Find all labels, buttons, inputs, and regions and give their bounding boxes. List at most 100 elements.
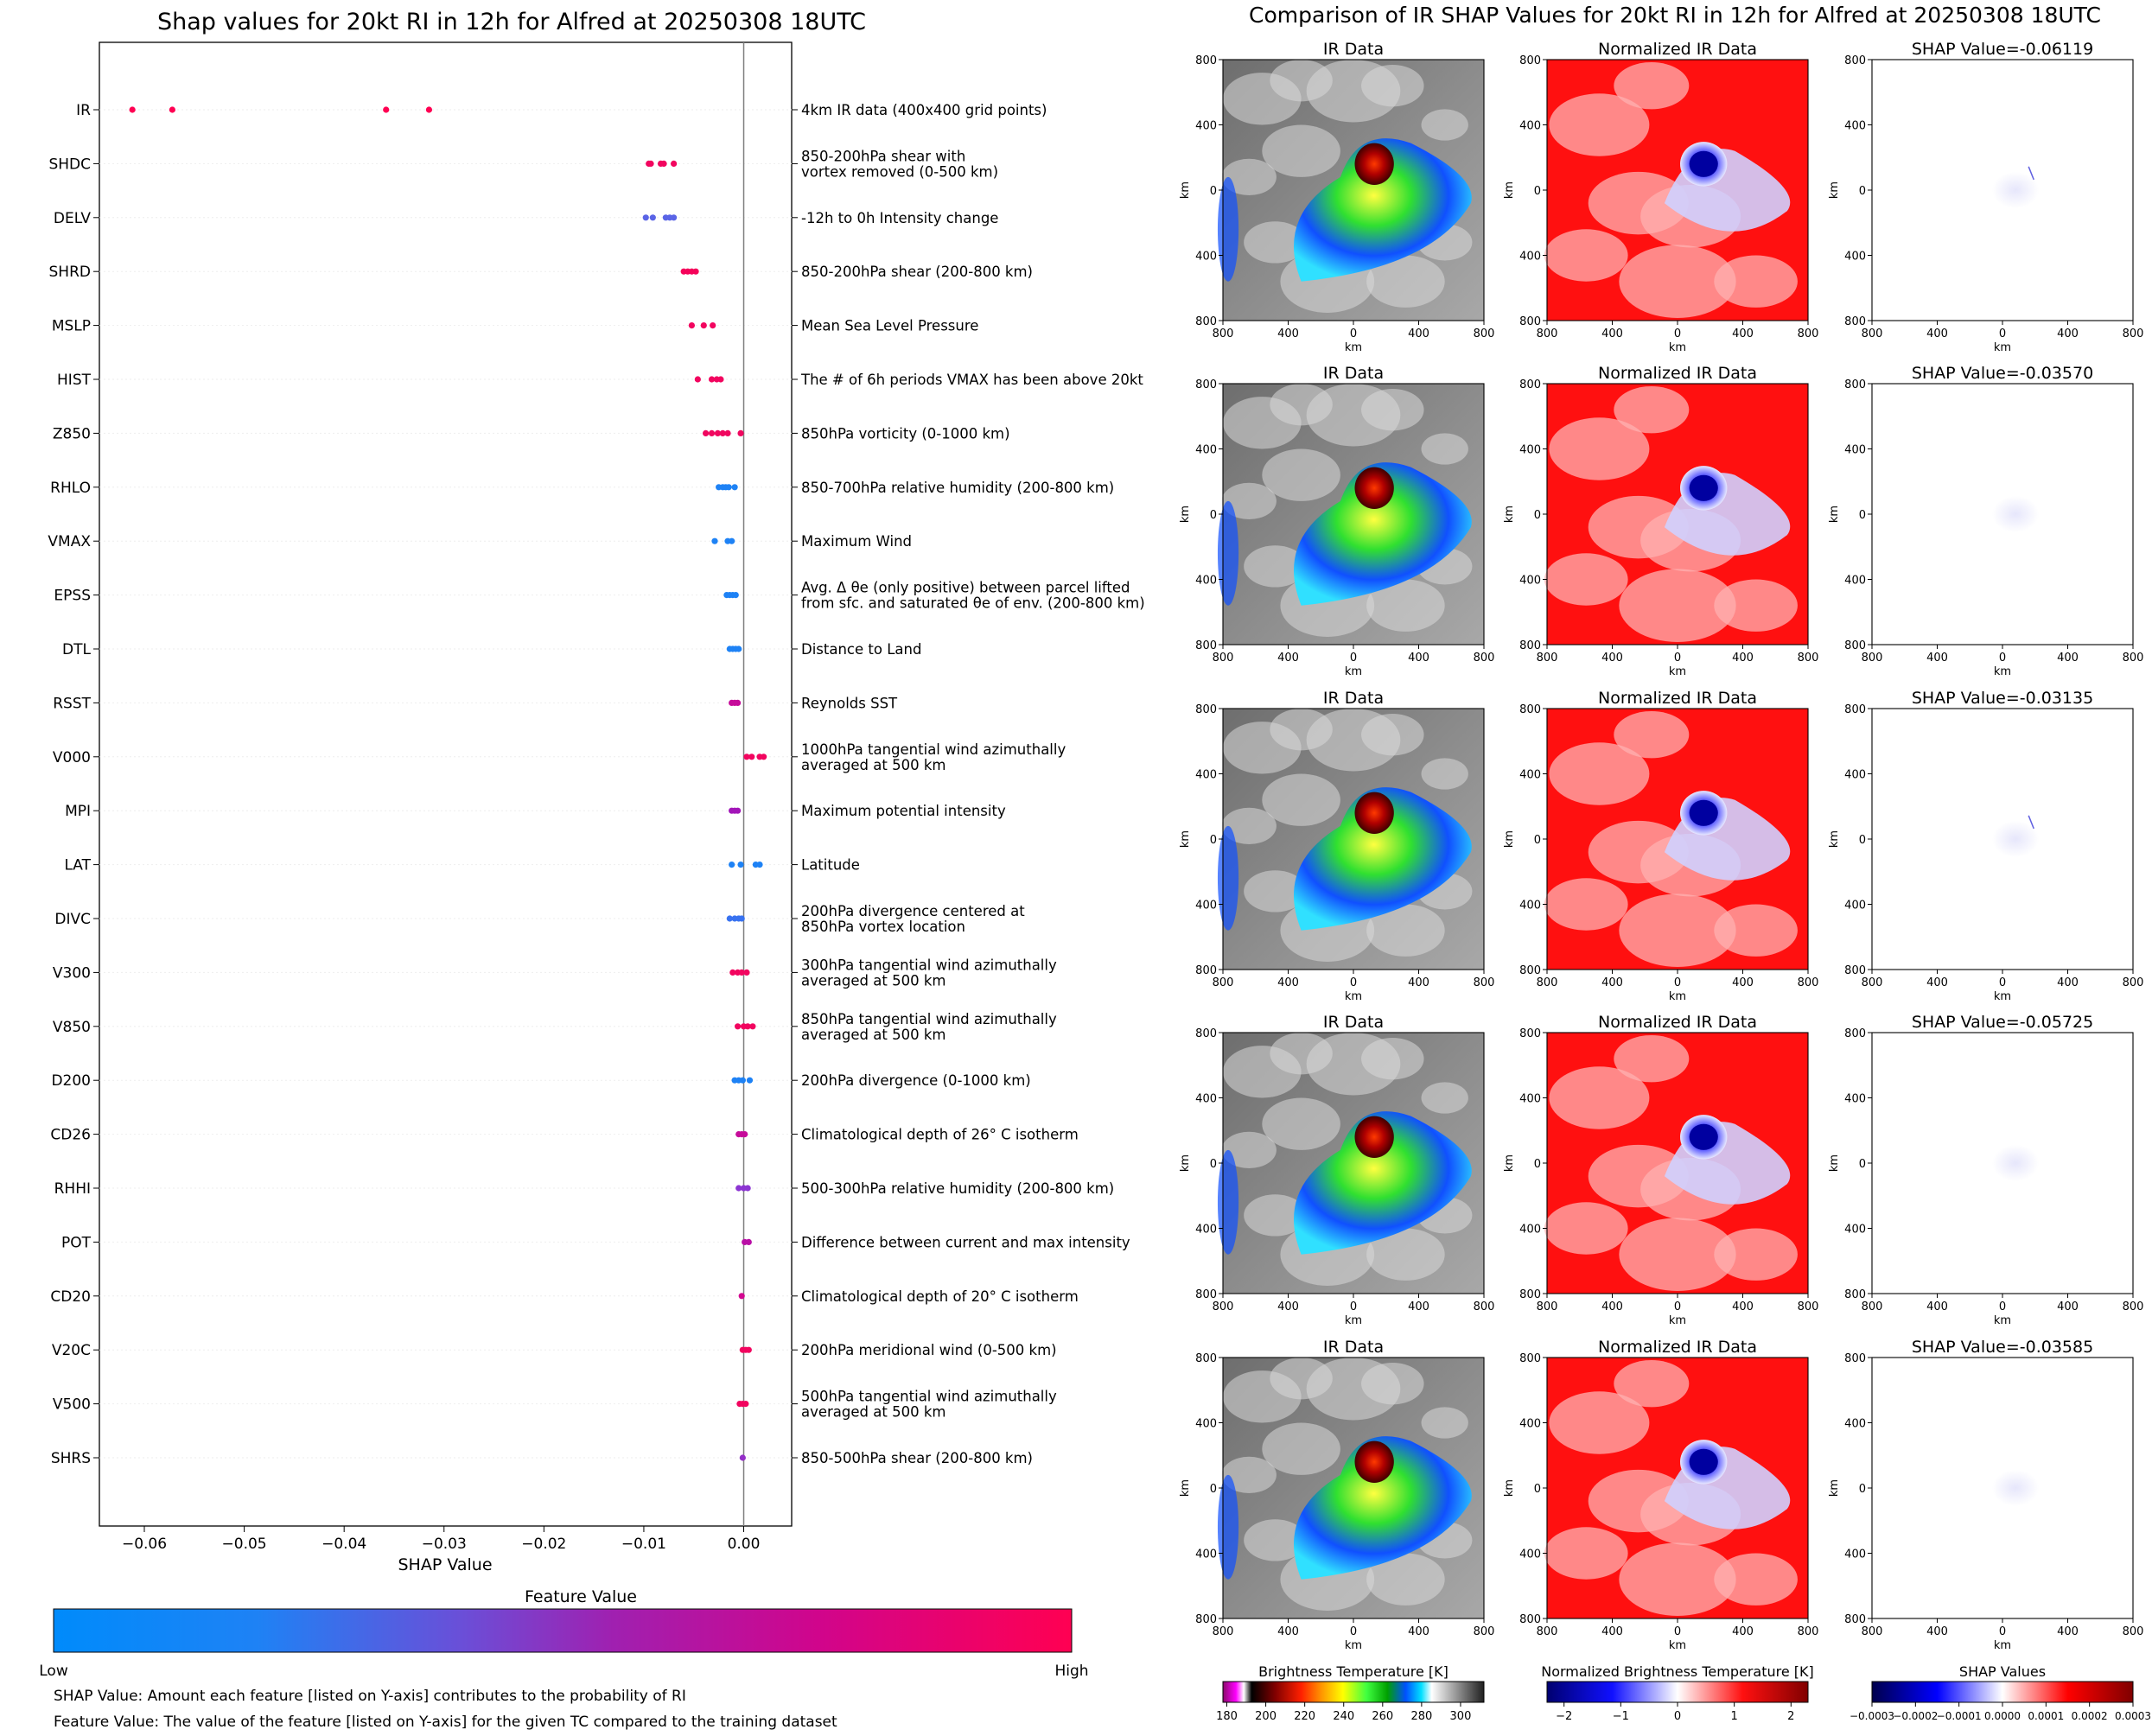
storm-cloud-shield xyxy=(1293,462,1472,606)
feature-desc-v300: averaged at 500 km xyxy=(801,972,945,989)
shap-streak xyxy=(2028,166,2034,181)
panel-x-label: km xyxy=(1669,1314,1686,1327)
panel-x-tick-label: 800 xyxy=(2123,976,2144,989)
shap-point-lat xyxy=(756,862,763,868)
shap-point-v850 xyxy=(734,1023,742,1030)
shap-point-rhhi xyxy=(744,1185,751,1192)
feature-desc-v20c: 200hPa meridional wind (0-500 km) xyxy=(801,1342,1057,1358)
feature-desc-v000: 1000hPa tangential wind azimuthally xyxy=(801,741,1066,758)
shap-streak xyxy=(2028,815,2034,830)
cloud-patch xyxy=(1361,389,1424,431)
feature-desc-z850: 850hPa vorticity (0-1000 km) xyxy=(801,425,1010,442)
cloud-patch xyxy=(1361,1038,1424,1080)
panel-x-label: km xyxy=(1994,1314,2011,1327)
norm-cold-center xyxy=(1689,1123,1718,1150)
panel-y-tick-label: 400 xyxy=(1195,1418,1217,1431)
panel-y-tick-label: 800 xyxy=(1519,1027,1541,1040)
panel-y-tick-label: 800 xyxy=(1195,639,1217,652)
panel-row-2: IR Data80080040040000400400800800kmkmNor… xyxy=(1179,364,2143,678)
panel-x-tick-label: 800 xyxy=(1537,976,1558,989)
normalized-ir-panel: Normalized IR Data8008004004000040040080… xyxy=(1503,364,1818,678)
x-tick-label: −0.05 xyxy=(222,1536,267,1553)
note-shap-value: SHAP Value: Amount each feature [listed … xyxy=(54,1688,686,1705)
feature-desc-cd20: Climatological depth of 20° C isotherm xyxy=(801,1288,1079,1305)
shap-point-rhlo xyxy=(731,484,738,491)
shap-point-hist xyxy=(708,376,716,383)
normalized-ir-title: Normalized IR Data xyxy=(1598,364,1757,383)
chart-title: Shap values for 20kt RI in 12h for Alfre… xyxy=(157,9,866,35)
shap-panel: SHAP Value=-0.05725800800400400004004008… xyxy=(1828,1013,2143,1327)
feature-desc-delv: -12h to 0h Intensity change xyxy=(801,210,998,226)
shap-point-z850 xyxy=(737,429,744,436)
panel-y-tick-label: 400 xyxy=(1519,251,1541,264)
panel-x-tick-label: 400 xyxy=(1732,327,1754,340)
cloud-patch xyxy=(1244,221,1307,264)
panel-x-tick-label: 0 xyxy=(1999,1300,2006,1313)
norm-cloud-patch xyxy=(1544,229,1628,282)
ir-comparison-grid: Comparison of IR SHAP Values for 20kt RI… xyxy=(1179,3,2151,1723)
feature-desc-rhhi: 500-300hPa relative humidity (200-800 km… xyxy=(801,1180,1114,1197)
panel-y-tick-label: 0 xyxy=(1210,185,1217,198)
panel-x-tick-label: 400 xyxy=(1277,976,1299,989)
colorbar-tick-label: 240 xyxy=(1333,1710,1354,1723)
panel-x-tick-label: 400 xyxy=(1926,1300,1948,1313)
ir-data-title: IR Data xyxy=(1323,364,1384,383)
panel-y-tick-label: 400 xyxy=(1519,1224,1541,1237)
norm-cloud-patch xyxy=(1549,1066,1650,1129)
panel-x-tick-label: 800 xyxy=(1537,1625,1558,1638)
panel-row-5: IR Data80080040040000400400800800kmkmNor… xyxy=(1179,1338,2143,1652)
panel-y-tick-label: 800 xyxy=(1844,639,1866,652)
storm-core xyxy=(1354,143,1394,185)
feature-desc-shrd: 850-200hPa shear (200-800 km) xyxy=(801,264,1033,280)
colorbar-low-label: Low xyxy=(39,1663,68,1680)
panel-x-label: km xyxy=(1669,665,1686,678)
panel-y-tick-label: 800 xyxy=(1195,315,1217,328)
x-axis-ticks: −0.06 −0.05 −0.04 −0.03 −0.02 −0.01 0.00 xyxy=(122,1526,760,1553)
panel-y-tick-label: 400 xyxy=(1195,1548,1217,1561)
panel-x-tick-label: 800 xyxy=(1798,976,1819,989)
panel-x-tick-label: 400 xyxy=(1926,976,1948,989)
panel-x-tick-label: 400 xyxy=(1601,976,1623,989)
panel-x-tick-label: 400 xyxy=(1408,327,1429,340)
panel-x-tick-label: 800 xyxy=(1474,327,1495,340)
panel-x-tick-label: 0 xyxy=(1999,652,2006,665)
panel-x-tick-label: 400 xyxy=(2057,1300,2079,1313)
cloud-patch xyxy=(1421,758,1468,790)
feature-desc-shdc: 850-200hPa shear with xyxy=(801,148,965,164)
norm-cloud-patch xyxy=(1619,569,1736,642)
shap-points xyxy=(129,106,767,1461)
shap-point-rsst xyxy=(734,699,742,707)
shap-value-title: SHAP Value=-0.03135 xyxy=(1912,689,2093,708)
panel-y-tick-label: 800 xyxy=(1844,964,1866,977)
colorbar-title: Feature Value xyxy=(525,1587,637,1606)
feature-desc-d200: 200hPa divergence (0-1000 km) xyxy=(801,1072,1031,1089)
panel-x-tick-label: 0 xyxy=(1674,1625,1681,1638)
panel-x-tick-label: 400 xyxy=(1277,652,1299,665)
panel-y-tick-label: 0 xyxy=(1210,834,1217,847)
shap-point-v20c xyxy=(745,1346,752,1353)
panel-x-tick-label: 800 xyxy=(1474,1625,1495,1638)
panel-x-label: km xyxy=(1669,990,1686,1003)
cloud-patch xyxy=(1262,1422,1340,1475)
panel-y-tick-label: 400 xyxy=(1519,120,1541,133)
panel-x-label: km xyxy=(1669,341,1686,354)
panel-x-tick-label: 800 xyxy=(2123,652,2144,665)
panel-y-label: km xyxy=(1179,506,1192,523)
panel-y-tick-label: 400 xyxy=(1195,1224,1217,1237)
panel-x-label: km xyxy=(1994,665,2011,678)
norm-cloud-patch xyxy=(1614,386,1690,434)
panel-y-tick-label: 400 xyxy=(1519,1418,1541,1431)
normalized-ir-title: Normalized IR Data xyxy=(1598,1013,1757,1032)
colorbar-tick-label: 200 xyxy=(1255,1710,1277,1723)
shap-blob xyxy=(1991,820,2040,858)
feature-desc-divc: 200hPa divergence centered at xyxy=(801,903,1025,919)
shap-point-delv xyxy=(649,214,656,221)
ir-data-title: IR Data xyxy=(1323,689,1384,708)
shap-point-delv xyxy=(642,214,649,221)
norm-cloud-patch xyxy=(1544,553,1628,606)
panel-y-tick-label: 400 xyxy=(1195,444,1217,457)
panel-x-tick-label: 400 xyxy=(1601,652,1623,665)
panel-x-tick-label: 0 xyxy=(1350,652,1357,665)
cloud-patch xyxy=(1244,1194,1307,1237)
panel-x-tick-label: 800 xyxy=(1537,652,1558,665)
